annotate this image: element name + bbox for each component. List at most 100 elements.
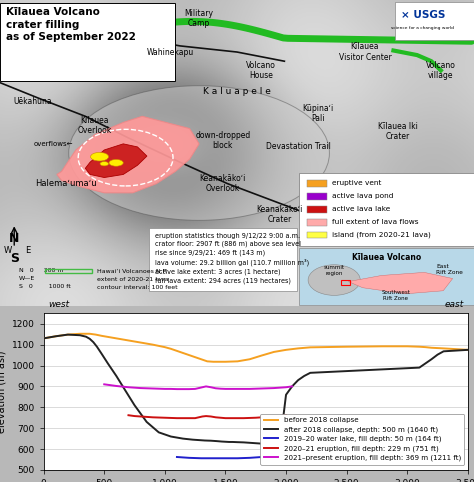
after 2018 collapse, depth: 500 m (1640 ft): (2.2e+03, 965): 500 m (1640 ft): (2.2e+03, 965): [308, 370, 313, 376]
2021–present eruption, fill depth: 369 m (1211 ft): (1.55e+03, 888): 369 m (1211 ft): (1.55e+03, 888): [228, 386, 234, 392]
2020–21 eruption, fill depth: 229 m (751 ft): (1.8e+03, 752): 229 m (751 ft): (1.8e+03, 752): [259, 415, 264, 420]
after 2018 collapse, depth: 500 m (1640 ft): (950, 680): 500 m (1640 ft): (950, 680): [156, 429, 162, 435]
2021–present eruption, fill depth: 369 m (1211 ft): (650, 899): 369 m (1211 ft): (650, 899): [119, 384, 125, 389]
after 2018 collapse, depth: 500 m (1640 ft): (100, 1.14e+03): 500 m (1640 ft): (100, 1.14e+03): [53, 334, 59, 339]
2021–present eruption, fill depth: 369 m (1211 ft): (1.1e+03, 887): 369 m (1211 ft): (1.1e+03, 887): [174, 386, 180, 392]
2021–present eruption, fill depth: 369 m (1211 ft): (1.9e+03, 892): 369 m (1211 ft): (1.9e+03, 892): [271, 385, 277, 391]
2020–21 eruption, fill depth: 229 m (751 ft): (1.46e+03, 750): 229 m (751 ft): (1.46e+03, 750): [218, 415, 223, 421]
2020–21 eruption, fill depth: 229 m (751 ft): (900, 752): 229 m (751 ft): (900, 752): [150, 415, 155, 420]
Text: W—E: W—E: [19, 276, 35, 281]
2020–21 eruption, fill depth: 229 m (751 ft): (1.28e+03, 752): 229 m (751 ft): (1.28e+03, 752): [196, 415, 201, 420]
Line: before 2018 collapse: before 2018 collapse: [44, 334, 468, 362]
Ellipse shape: [100, 161, 109, 166]
Text: E: E: [25, 245, 30, 254]
after 2018 collapse, depth: 500 m (1640 ft): (1.8e+03, 626): 500 m (1640 ft): (1.8e+03, 626): [259, 441, 264, 446]
Text: Kūpinaʻi
Pali: Kūpinaʻi Pali: [302, 104, 333, 123]
2019–20 water lake, fill depth: 50 m (164 ft): (1.25e+03, 557): 50 m (164 ft): (1.25e+03, 557): [192, 455, 198, 461]
after 2018 collapse, depth: 500 m (1640 ft): (1.75e+03, 628): 500 m (1640 ft): (1.75e+03, 628): [253, 441, 259, 446]
2020–21 eruption, fill depth: 229 m (751 ft): (950, 751): 229 m (751 ft): (950, 751): [156, 415, 162, 420]
Y-axis label: elevation (m asl): elevation (m asl): [0, 350, 6, 433]
before 2018 collapse: [150, 342, 155, 348]
after 2018 collapse, depth: 500 m (1640 ft): (1.5e+03, 635): 500 m (1640 ft): (1.5e+03, 635): [223, 439, 228, 444]
before 2018 collapse: [41, 335, 46, 341]
after 2018 collapse, depth: 500 m (1640 ft): (1.6e+03, 633): 500 m (1640 ft): (1.6e+03, 633): [235, 439, 240, 445]
before 2018 collapse: [126, 337, 131, 343]
2019–20 water lake, fill depth: 50 m (164 ft): (1.65e+03, 557): 50 m (164 ft): (1.65e+03, 557): [241, 455, 246, 461]
after 2018 collapse, depth: 500 m (1640 ft): (2.15e+03, 950): 500 m (1640 ft): (2.15e+03, 950): [301, 373, 307, 379]
2021–present eruption, fill depth: 369 m (1211 ft): (1.6e+03, 888): 369 m (1211 ft): (1.6e+03, 888): [235, 386, 240, 392]
before 2018 collapse: [65, 332, 71, 337]
2019–20 water lake, fill depth: 50 m (164 ft): (1.55e+03, 556): 50 m (164 ft): (1.55e+03, 556): [228, 455, 234, 461]
2019–20 water lake, fill depth: 50 m (164 ft): (1.7e+03, 558): 50 m (164 ft): (1.7e+03, 558): [247, 455, 253, 461]
2020–21 eruption, fill depth: 229 m (751 ft): (2e+03, 762): 229 m (751 ft): (2e+03, 762): [283, 412, 289, 418]
Bar: [307, 232, 327, 239]
2019–20 water lake, fill depth: 50 m (164 ft): (1.3e+03, 556): 50 m (164 ft): (1.3e+03, 556): [198, 455, 204, 461]
2021–present eruption, fill depth: 369 m (1211 ft): (500, 910): 369 m (1211 ft): (500, 910): [101, 381, 107, 387]
after 2018 collapse, depth: 500 m (1640 ft): (530, 1.01e+03): 500 m (1640 ft): (530, 1.01e+03): [105, 361, 111, 366]
2019–20 water lake, fill depth: 50 m (164 ft): (1.75e+03, 560): 50 m (164 ft): (1.75e+03, 560): [253, 455, 259, 460]
Text: summit
region: summit region: [324, 265, 345, 276]
before 2018 collapse: [198, 356, 204, 362]
after 2018 collapse, depth: 500 m (1640 ft): (2e+03, 860): 500 m (1640 ft): (2e+03, 860): [283, 392, 289, 398]
FancyBboxPatch shape: [149, 228, 297, 291]
before 2018 collapse: [99, 333, 105, 339]
Bar: [341, 280, 350, 285]
2020–21 eruption, fill depth: 229 m (751 ft): (800, 756): 229 m (751 ft): (800, 756): [138, 414, 144, 419]
2019–20 water lake, fill depth: 50 m (164 ft): (1.45e+03, 556): 50 m (164 ft): (1.45e+03, 556): [217, 455, 222, 461]
2021–present eruption, fill depth: 369 m (1211 ft): (1.05e+03, 888): 369 m (1211 ft): (1.05e+03, 888): [168, 386, 173, 392]
2021–present eruption, fill depth: 369 m (1211 ft): (1e+03, 888): 369 m (1211 ft): (1e+03, 888): [162, 386, 168, 392]
after 2018 collapse, depth: 500 m (1640 ft): (1.43e+03, 638): 500 m (1640 ft): (1.43e+03, 638): [214, 438, 220, 444]
Text: eruptive vent: eruptive vent: [332, 180, 381, 187]
before 2018 collapse: [380, 343, 386, 349]
Text: Devastation Trail: Devastation Trail: [266, 142, 331, 151]
before 2018 collapse: [271, 349, 277, 355]
after 2018 collapse, depth: 500 m (1640 ft): (380, 1.13e+03): 500 m (1640 ft): (380, 1.13e+03): [87, 336, 92, 342]
2020–21 eruption, fill depth: 229 m (751 ft): (1.5e+03, 748): 229 m (751 ft): (1.5e+03, 748): [223, 415, 228, 421]
2020–21 eruption, fill depth: 229 m (751 ft): (1.42e+03, 752): 229 m (751 ft): (1.42e+03, 752): [213, 415, 219, 420]
Text: overflows←: overflows←: [34, 141, 73, 147]
before 2018 collapse: [465, 347, 471, 353]
before 2018 collapse: [168, 346, 173, 352]
Text: Kīlauea Volcano: Kīlauea Volcano: [352, 254, 421, 262]
2020–21 eruption, fill depth: 229 m (751 ft): (1.75e+03, 750): 229 m (751 ft): (1.75e+03, 750): [253, 415, 259, 421]
Text: W: W: [4, 245, 12, 254]
Text: Kīlauea
Overlook: Kīlauea Overlook: [78, 116, 112, 135]
Bar: [307, 180, 327, 187]
2021–present eruption, fill depth: 369 m (1211 ft): (1.95e+03, 894): 369 m (1211 ft): (1.95e+03, 894): [277, 385, 283, 390]
after 2018 collapse, depth: 500 m (1640 ft): (1.47e+03, 636): 500 m (1640 ft): (1.47e+03, 636): [219, 439, 225, 444]
2020–21 eruption, fill depth: 229 m (751 ft): (1.95e+03, 758): 229 m (751 ft): (1.95e+03, 758): [277, 413, 283, 419]
after 2018 collapse, depth: 500 m (1640 ft): (1.23e+03, 645): 500 m (1640 ft): (1.23e+03, 645): [190, 437, 196, 442]
after 2018 collapse, depth: 500 m (1640 ft): (1.15e+03, 650): 500 m (1640 ft): (1.15e+03, 650): [180, 436, 186, 442]
Text: eruption statistics though 9/12/22 9:00 a.m.
crator floor: 2907 ft (886 m) above: eruption statistics though 9/12/22 9:00 …: [155, 233, 310, 284]
Text: Hawaiʻi Volcanoes N.P.: Hawaiʻi Volcanoes N.P.: [97, 268, 167, 274]
Line: 2020–21 eruption, fill depth: 229 m (751 ft): 2020–21 eruption, fill depth: 229 m (751…: [128, 415, 286, 418]
after 2018 collapse, depth: 500 m (1640 ft): (3.1e+03, 990): 500 m (1640 ft): (3.1e+03, 990): [417, 365, 422, 371]
before 2018 collapse: [344, 344, 349, 349]
before 2018 collapse: [404, 343, 410, 349]
before 2018 collapse: [247, 356, 253, 362]
before 2018 collapse: [428, 345, 434, 351]
after 2018 collapse, depth: 500 m (1640 ft): (2.1e+03, 930): 500 m (1640 ft): (2.1e+03, 930): [295, 377, 301, 383]
after 2018 collapse, depth: 500 m (1640 ft): (1.33e+03, 641): 500 m (1640 ft): (1.33e+03, 641): [202, 438, 208, 443]
Text: S: S: [10, 252, 18, 265]
after 2018 collapse, depth: 500 m (1640 ft): (1.95e+03, 623): 500 m (1640 ft): (1.95e+03, 623): [277, 442, 283, 447]
Text: Kīlauea Volcano
crater filling
as of September 2022: Kīlauea Volcano crater filling as of Sep…: [6, 7, 136, 42]
Text: full extent of lava flows: full extent of lava flows: [332, 219, 418, 225]
Text: Volcano
House: Volcano House: [246, 61, 276, 80]
before 2018 collapse: [235, 359, 240, 364]
Text: Southwest
Rift Zone: Southwest Rift Zone: [382, 290, 410, 301]
before 2018 collapse: [283, 347, 289, 353]
before 2018 collapse: [93, 332, 99, 337]
Text: active lava pond: active lava pond: [332, 193, 393, 199]
2021–present eruption, fill depth: 369 m (1211 ft): (1.75e+03, 889): 369 m (1211 ft): (1.75e+03, 889): [253, 386, 259, 391]
2019–20 water lake, fill depth: 50 m (164 ft): (1.5e+03, 556): 50 m (164 ft): (1.5e+03, 556): [223, 455, 228, 461]
Ellipse shape: [69, 86, 329, 220]
after 2018 collapse, depth: 500 m (1640 ft): (1.38e+03, 640): 500 m (1640 ft): (1.38e+03, 640): [208, 438, 214, 443]
before 2018 collapse: [113, 335, 119, 341]
2021–present eruption, fill depth: 369 m (1211 ft): (2.05e+03, 900): 369 m (1211 ft): (2.05e+03, 900): [289, 384, 295, 389]
before 2018 collapse: [210, 359, 216, 365]
2020–21 eruption, fill depth: 229 m (751 ft): (1.6e+03, 748): 229 m (751 ft): (1.6e+03, 748): [235, 415, 240, 421]
after 2018 collapse, depth: 500 m (1640 ft): (3.5e+03, 1.08e+03): 500 m (1640 ft): (3.5e+03, 1.08e+03): [465, 347, 471, 353]
2021–present eruption, fill depth: 369 m (1211 ft): (1.7e+03, 888): 369 m (1211 ft): (1.7e+03, 888): [247, 386, 253, 392]
2021–present eruption, fill depth: 369 m (1211 ft): (1.8e+03, 890): 369 m (1211 ft): (1.8e+03, 890): [259, 386, 264, 391]
